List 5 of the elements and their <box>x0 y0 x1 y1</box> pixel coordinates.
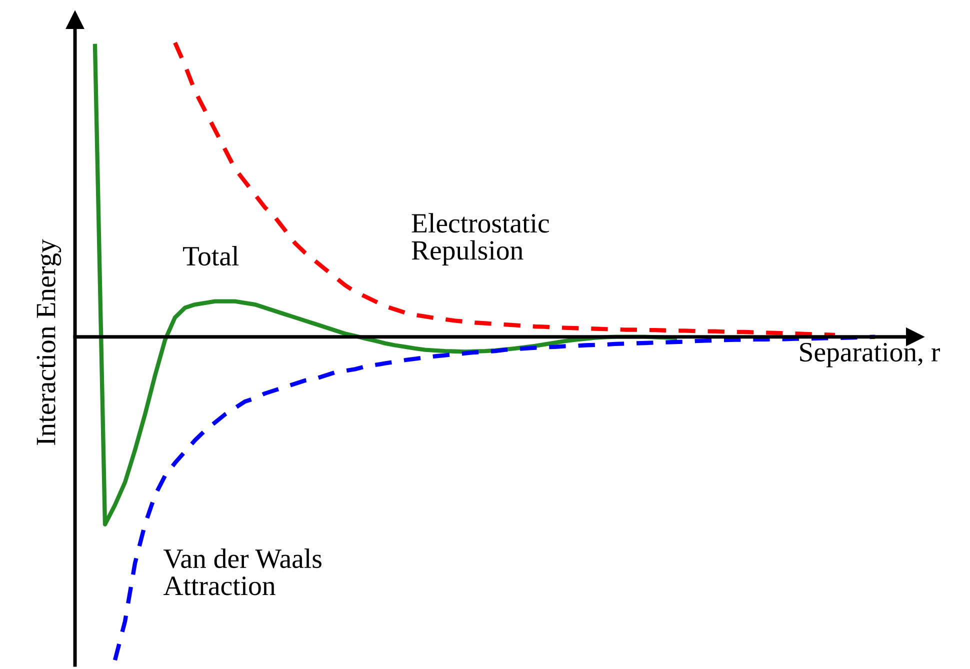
series-label: Total <box>183 246 239 266</box>
y-axis-title: Interaction Energy <box>36 239 62 445</box>
series-label: Electrostatic Repulsion <box>412 213 549 266</box>
x-axis-title: Separation, r <box>800 342 940 368</box>
series-label: Van der Waals Attraction <box>163 548 322 596</box>
